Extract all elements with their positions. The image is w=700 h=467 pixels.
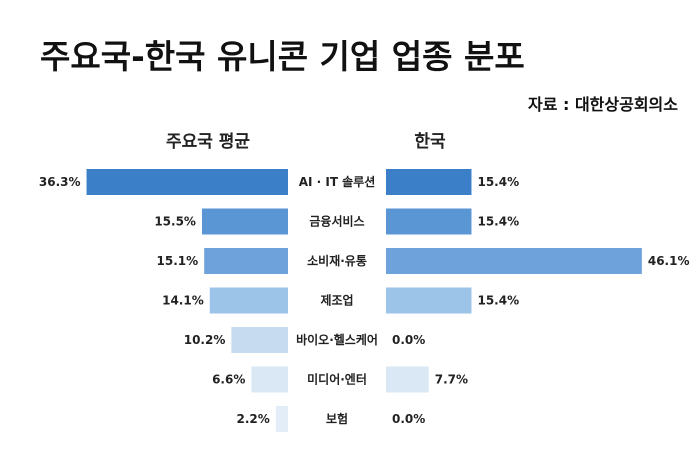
series-header-right: 한국	[414, 132, 446, 152]
category-label: AI · IT 솔루션	[299, 174, 376, 189]
left-bar	[275, 406, 288, 432]
right-bar	[386, 287, 472, 314]
category-label: 바이오·헬스케어	[296, 332, 378, 347]
left-value-label: 10.2%	[184, 333, 226, 347]
category-label: 금융서비스	[309, 214, 364, 229]
left-value-label: 6.6%	[212, 373, 245, 387]
left-bar	[231, 327, 288, 353]
left-bar	[86, 169, 288, 195]
category-label: 소비재·유통	[307, 253, 367, 268]
right-value-label: 46.1%	[648, 254, 690, 268]
left-bar	[209, 287, 288, 314]
left-value-label: 15.1%	[157, 254, 199, 268]
series-header-left: 주요국 평균	[165, 132, 251, 152]
right-value-label: 7.7%	[435, 373, 468, 387]
category-label: 제조업	[320, 294, 353, 308]
right-bar	[386, 208, 472, 235]
right-value-label: 15.4%	[477, 175, 519, 189]
category-label: 미디어·엔터	[307, 372, 367, 387]
left-bar	[201, 208, 288, 235]
left-value-label: 2.2%	[237, 412, 270, 426]
right-value-label: 0.0%	[392, 412, 425, 426]
source-note: 자료 : 대한상공회의소	[527, 95, 678, 114]
left-bar	[204, 248, 288, 274]
left-value-label: 15.5%	[154, 215, 196, 229]
right-bar	[386, 169, 472, 195]
category-label: 보험	[326, 411, 348, 426]
right-bar	[386, 248, 642, 274]
left-value-label: 36.3%	[39, 175, 81, 189]
right-value-label: 15.4%	[477, 294, 519, 308]
left-bar	[251, 366, 288, 393]
right-bar	[386, 366, 429, 393]
right-value-label: 15.4%	[477, 215, 519, 229]
left-value-label: 14.1%	[162, 294, 204, 308]
chart-title: 주요국-한국 유니콘 기업 업종 분포	[40, 37, 525, 76]
right-value-label: 0.0%	[392, 333, 425, 347]
